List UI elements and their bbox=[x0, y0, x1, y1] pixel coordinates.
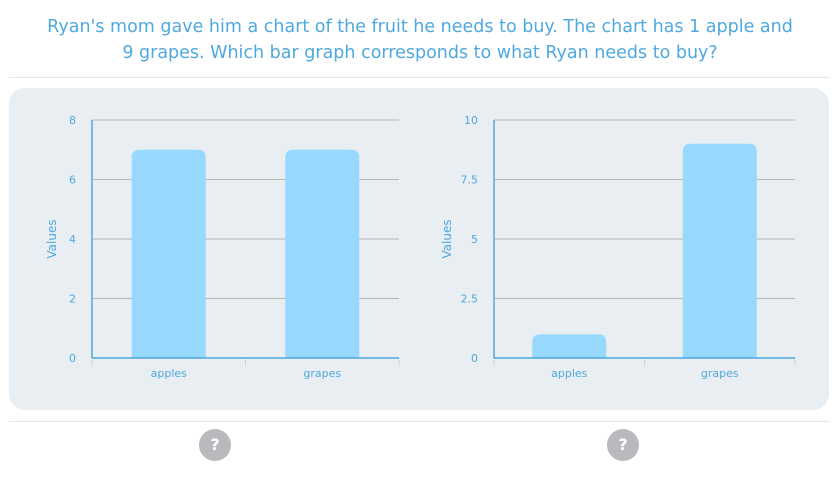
question-line-1: Ryan's mom gave him a chart of the fruit… bbox=[47, 17, 793, 37]
help-button-chart-1[interactable]: ? bbox=[199, 429, 231, 461]
y-tick-label: 4 bbox=[69, 233, 76, 246]
question-line-2: 9 grapes. Which bar graph corresponds to… bbox=[122, 43, 718, 63]
y-tick-label: 0 bbox=[471, 352, 478, 365]
question-mark-icon: ? bbox=[210, 435, 220, 454]
x-tick-label: apples bbox=[551, 367, 588, 380]
y-axis-label: Values bbox=[440, 219, 454, 258]
y-tick-label: 10 bbox=[464, 114, 478, 127]
help-button-chart-2[interactable]: ? bbox=[607, 429, 639, 461]
bar-grapes bbox=[285, 149, 360, 358]
bar-grapes bbox=[682, 143, 757, 358]
bar-apples bbox=[131, 149, 206, 358]
x-tick-label: grapes bbox=[701, 367, 739, 380]
y-axis-label: Values bbox=[45, 219, 59, 258]
y-tick-label: 5 bbox=[471, 233, 478, 246]
divider-top bbox=[9, 77, 829, 78]
y-tick-label: 7.5 bbox=[461, 174, 479, 187]
y-tick-label: 0 bbox=[69, 352, 76, 365]
y-tick-label: 8 bbox=[69, 114, 76, 127]
bar-apples bbox=[532, 334, 607, 358]
divider-bottom bbox=[9, 421, 829, 422]
y-tick-label: 6 bbox=[69, 174, 76, 187]
question-text: Ryan's mom gave him a chart of the fruit… bbox=[0, 14, 840, 66]
question-mark-icon: ? bbox=[618, 435, 628, 454]
x-tick-label: grapes bbox=[303, 367, 341, 380]
x-tick-label: apples bbox=[151, 367, 188, 380]
y-tick-label: 2.5 bbox=[461, 293, 479, 306]
y-tick-label: 2 bbox=[69, 293, 76, 306]
